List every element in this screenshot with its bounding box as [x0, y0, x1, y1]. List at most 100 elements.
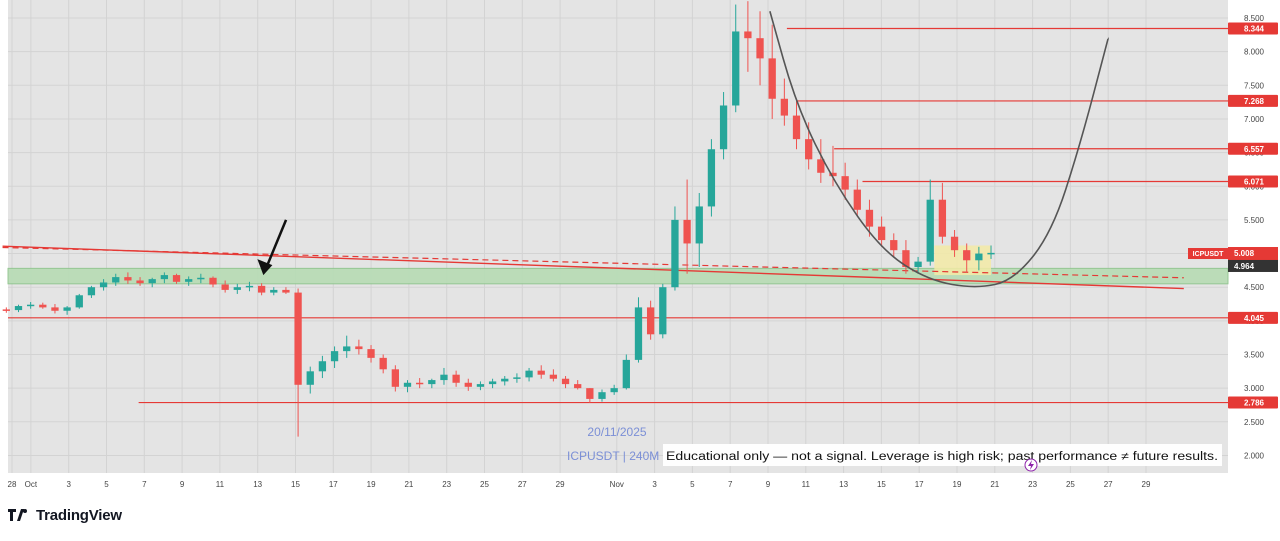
time-tick-label: 17 — [329, 480, 338, 489]
candle-body — [379, 357, 387, 370]
candle-body — [561, 378, 570, 385]
candle-body — [464, 382, 472, 387]
candle-body — [610, 388, 618, 393]
candle-body — [148, 279, 156, 284]
candle-body — [440, 374, 448, 381]
candle-body — [671, 219, 679, 288]
left-margin — [0, 0, 8, 473]
candle-body — [136, 280, 144, 284]
price-tick-label: 7.000 — [1244, 115, 1265, 124]
time-tick-label: 13 — [839, 480, 848, 489]
current-price-label: 5.008 — [1234, 249, 1255, 258]
candle-body — [525, 370, 533, 378]
time-tick-label: 9 — [180, 480, 185, 489]
candle-body — [26, 304, 35, 307]
price-tick-label: 3.000 — [1244, 384, 1265, 393]
candle-body — [829, 172, 837, 177]
time-tick-label: 5 — [104, 480, 109, 489]
time-tick-label: 15 — [877, 480, 886, 489]
price-level-tag — [1228, 311, 1278, 324]
arrow-head — [257, 259, 273, 276]
trendline-dashed — [2, 246, 1184, 279]
candle-body — [792, 115, 801, 140]
candle-body — [112, 277, 120, 283]
candle-body — [841, 176, 849, 190]
candle-body — [756, 38, 764, 59]
time-tick-label: 19 — [953, 480, 962, 489]
price-level-label: 8.344 — [1244, 24, 1265, 33]
tradingview-brand: TradingView — [36, 506, 122, 524]
candle-body — [14, 306, 23, 311]
candle-body — [719, 105, 728, 150]
time-tick-label: 15 — [291, 480, 300, 489]
candle-body — [877, 226, 886, 241]
candle-body — [197, 277, 205, 280]
time-tick-label: Nov — [610, 480, 624, 489]
candle-body — [513, 377, 521, 379]
candle-body — [2, 309, 10, 311]
price-level-tag — [1228, 175, 1278, 188]
candle-body — [938, 199, 947, 237]
candle-body — [744, 31, 752, 39]
symbol-tag-label: ICPUSDT — [1193, 251, 1224, 258]
candle-body — [890, 240, 898, 251]
candle-body — [987, 252, 995, 255]
price-tick-label: 8.500 — [1244, 14, 1265, 23]
price-tick-label: 5.500 — [1244, 216, 1265, 225]
symbol-tag — [1188, 248, 1228, 260]
candle-body — [452, 374, 460, 383]
candle-body — [160, 275, 169, 280]
candle-body — [598, 392, 606, 399]
time-tick-label: 21 — [404, 480, 413, 489]
candle-body — [805, 139, 813, 160]
candle-body — [294, 292, 302, 385]
price-tick-label: 2.000 — [1244, 451, 1265, 460]
candle-body — [39, 304, 47, 308]
price-level-tag — [1228, 142, 1278, 155]
candle-body — [185, 279, 193, 282]
candle-body — [476, 384, 485, 387]
candle-body — [865, 209, 874, 227]
candle-body — [768, 58, 776, 99]
candle-body — [501, 378, 509, 382]
candle-body — [695, 206, 703, 244]
candle-body — [707, 149, 716, 207]
candle-body — [391, 369, 399, 387]
candle-body — [963, 250, 971, 261]
tradingview-logo-icon — [8, 509, 27, 521]
price-level-label: 4.045 — [1244, 314, 1265, 323]
time-tick-label: 23 — [442, 480, 451, 489]
candle-body — [367, 349, 375, 358]
candle-body — [950, 236, 959, 251]
candle-body — [318, 361, 327, 372]
secondary-price-tag — [1228, 259, 1278, 272]
date-caption: 20/11/2025 — [587, 425, 646, 439]
time-tick-label: 29 — [1142, 480, 1151, 489]
candle-body — [172, 275, 181, 282]
cup-curve — [769, 11, 1109, 288]
candle-body — [306, 371, 314, 385]
time-tick-label: 13 — [253, 480, 262, 489]
time-tick-label: 21 — [990, 480, 999, 489]
candle-body — [975, 253, 983, 261]
candle-body — [902, 250, 910, 268]
trendline-solid — [2, 245, 1184, 290]
candle-body — [403, 382, 412, 387]
time-tick-label: 25 — [1066, 480, 1075, 489]
candle-body — [646, 307, 655, 335]
tradingview-footer: TradingView — [8, 504, 122, 526]
price-level-label: 2.786 — [1244, 399, 1265, 408]
time-tick-label: 9 — [766, 480, 771, 489]
price-tick-label: 8.000 — [1244, 48, 1265, 57]
time-tick-label: 7 — [142, 480, 147, 489]
time-tick-label: 19 — [367, 480, 376, 489]
time-tick-label: 3 — [66, 480, 71, 489]
price-level-tag — [1228, 396, 1278, 409]
candle-body — [209, 277, 217, 285]
candle-body — [659, 287, 667, 335]
time-tick-label: 27 — [1104, 480, 1113, 489]
time-axis-background — [0, 473, 1280, 493]
candle-body — [549, 374, 558, 379]
price-tick-label: 3.500 — [1244, 351, 1265, 360]
